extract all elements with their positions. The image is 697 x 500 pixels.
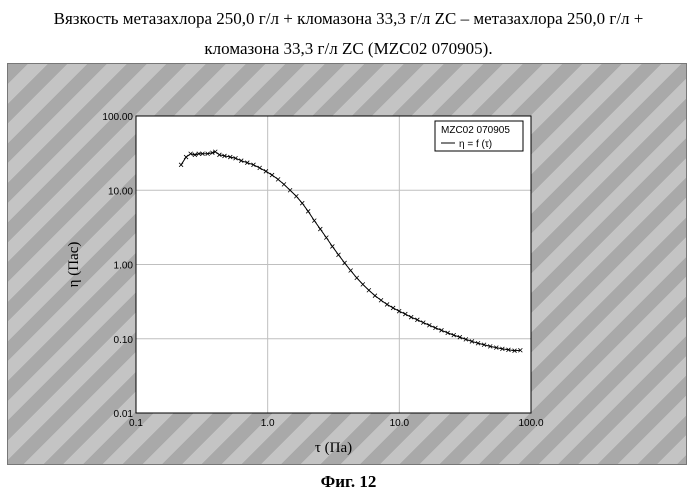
caption-line-2: кломазона 33,3 г/л ZC (MZC02 070905).: [0, 38, 697, 60]
y-tick-label: 100.00: [102, 112, 133, 123]
x-tick-label: 10.0: [390, 418, 410, 429]
x-tick-label: 1.0: [261, 418, 275, 429]
legend-title: MZC02 070905: [441, 125, 510, 136]
viscosity-chart: 0.11.010.0100.0 0.010.101.0010.00100.00 …: [8, 64, 686, 464]
x-tick-label: 100.0: [518, 418, 543, 429]
y-tick-label: 0.01: [114, 409, 134, 420]
y-tick-label: 0.10: [114, 335, 134, 346]
legend-entry: η = f (τ): [459, 139, 492, 150]
x-axis-label: τ (Па): [315, 440, 352, 456]
y-tick-label: 10.00: [108, 186, 133, 197]
legend: MZC02 070905 η = f (τ): [435, 121, 523, 151]
y-axis-label: η (Пас): [66, 242, 82, 288]
x-axis: 0.11.010.0100.0: [129, 418, 544, 429]
y-tick-label: 1.00: [114, 261, 134, 272]
caption-line-1: Вязкость метазахлора 250,0 г/л + кломазо…: [0, 8, 697, 30]
y-axis: 0.01 0.10 1.00 10.00 100.00: [102, 112, 133, 420]
figure-label: Фиг. 12: [0, 472, 697, 492]
chart-panel: 0.11.010.0100.0 0.010.101.0010.00100.00 …: [7, 63, 687, 465]
